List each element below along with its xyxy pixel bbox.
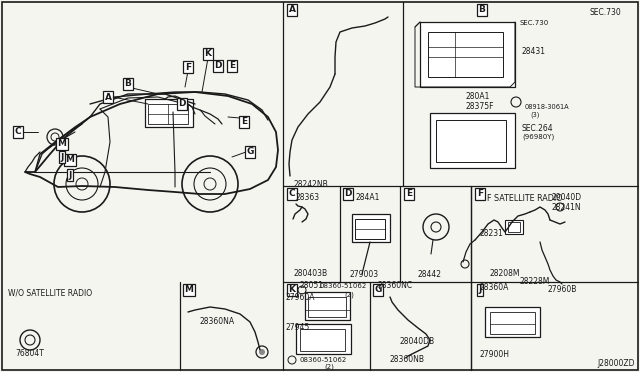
Text: D: D [344,189,352,199]
Text: (2): (2) [324,363,334,369]
Text: C: C [15,128,21,137]
Bar [485,307,540,337]
Text: 28241N: 28241N [552,203,582,212]
Text: 28051: 28051 [300,281,324,290]
Text: M: M [184,285,193,295]
Text: 08918-3061A: 08918-3061A [525,104,570,110]
Text: SEC.264: SEC.264 [522,124,554,133]
Text: 28442: 28442 [418,270,442,279]
Text: 08360-51062: 08360-51062 [320,283,367,289]
Bar [428,32,503,77]
Text: E: E [406,189,412,199]
Text: 76804T: 76804T [15,349,44,358]
Text: 27960B: 27960B [548,285,577,294]
Text: J: J [60,153,64,161]
Text: 27900H: 27900H [480,350,510,359]
Text: 280A1: 280A1 [465,92,490,101]
Circle shape [259,349,265,355]
Text: K: K [205,49,211,58]
Text: (3): (3) [530,112,540,119]
Text: 279003: 279003 [350,270,379,279]
Text: (2): (2) [344,291,354,298]
Text: W/O SATELLITE RADIO: W/O SATELLITE RADIO [8,288,92,297]
Text: K: K [289,285,296,295]
Bar [148,104,188,124]
Bar [355,219,385,239]
Text: A: A [104,93,111,102]
Bar [296,324,351,354]
Text: (96980Y): (96980Y) [522,134,554,141]
Bar [352,214,390,242]
Text: 29040D: 29040D [552,193,582,202]
Text: B: B [125,80,131,89]
Bar [305,292,350,320]
Text: 28375F: 28375F [465,102,493,111]
Text: E: E [229,61,235,71]
Text: D: D [214,61,221,71]
Text: F SATELLITE RADIO: F SATELLITE RADIO [487,194,563,203]
Text: M: M [65,155,74,164]
Text: B: B [479,6,485,15]
Text: M: M [58,140,67,148]
Text: 28431: 28431 [522,48,546,57]
Text: SEC.730: SEC.730 [520,20,549,26]
Text: G: G [374,285,381,295]
Text: E: E [241,118,247,126]
Text: C: C [289,189,295,199]
Text: SEC.730: SEC.730 [590,8,621,17]
Text: J: J [68,170,72,180]
Text: 28231: 28231 [480,229,504,238]
Text: F: F [477,189,483,199]
Text: F: F [185,62,191,71]
Bar [505,220,523,234]
Text: 27960A: 27960A [286,293,316,302]
Text: 28242NB: 28242NB [293,180,328,189]
Bar [308,297,346,317]
Text: J: J [478,285,482,295]
Text: 28360A: 28360A [480,283,509,292]
Text: 28363: 28363 [296,193,320,202]
Bar [430,113,515,168]
Text: A: A [289,6,296,15]
Text: 28360NC: 28360NC [378,281,413,290]
Bar [508,222,520,232]
Text: D: D [179,99,186,109]
Text: 28208M: 28208M [490,269,520,278]
Text: 27945: 27945 [286,323,310,332]
Bar [145,99,193,127]
Bar [420,22,515,87]
Bar [300,329,345,351]
Text: 28040DB: 28040DB [400,337,435,346]
Bar [490,312,535,334]
Text: 28360NA: 28360NA [200,317,235,326]
Text: 280403B: 280403B [294,269,328,278]
Text: G: G [246,148,253,157]
Text: 28228M: 28228M [520,277,550,286]
Text: 28360NB: 28360NB [390,355,425,364]
Text: 08360-51062: 08360-51062 [300,357,348,363]
Text: 284A1: 284A1 [356,193,380,202]
Bar [436,120,506,162]
Text: J28000ZD: J28000ZD [598,359,635,368]
